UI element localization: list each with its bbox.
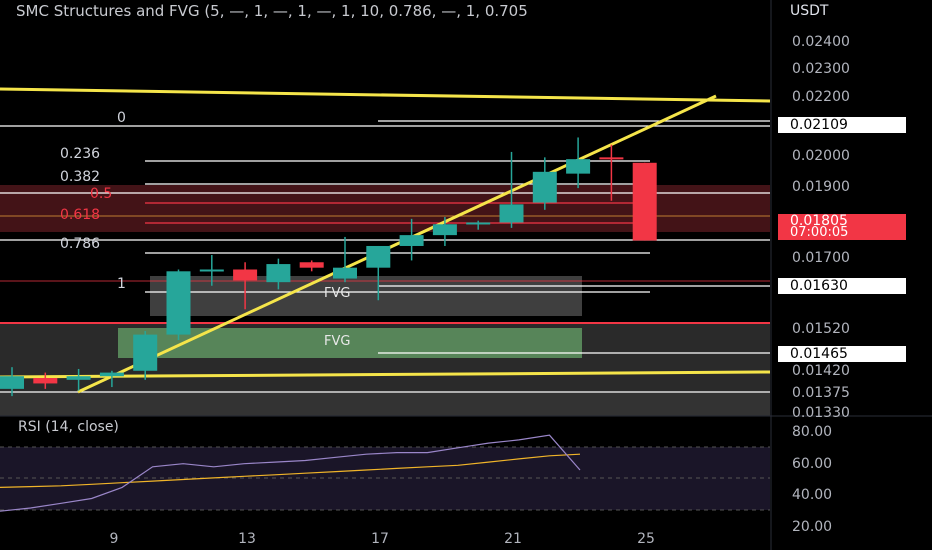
fvg-upper-label: FVG: [324, 286, 351, 301]
rsi-line: [0, 434, 581, 512]
indicator-title[interactable]: SMC Structures and FVG (5, —, 1, —, 1, —…: [16, 2, 528, 20]
bullish-candle[interactable]: [366, 245, 391, 268]
time-tick: 13: [238, 531, 256, 547]
bullish-candle[interactable]: [133, 334, 158, 371]
bullish-candle[interactable]: [432, 224, 457, 236]
bullish-candle[interactable]: [66, 376, 91, 380]
bullish-candle[interactable]: [199, 269, 224, 272]
price-tick: 0.01700: [792, 250, 850, 266]
fib-label-0786: 0.786: [60, 236, 101, 252]
order-block-top-line: [0, 322, 770, 324]
fib-lines: [0, 120, 770, 393]
bearish-candle[interactable]: [599, 157, 624, 160]
time-tick: 25: [637, 531, 655, 547]
support-box: [0, 393, 770, 415]
bearish-candle[interactable]: [233, 269, 258, 281]
trendlines: [0, 87, 771, 394]
bearish-candle[interactable]: [632, 162, 657, 241]
time-tick: 17: [371, 531, 389, 547]
level-1-price-label: 0.01630: [778, 278, 906, 294]
fvg-lower-label: FVG: [324, 334, 351, 349]
bullish-candle[interactable]: [99, 372, 124, 377]
bullish-candle[interactable]: [399, 235, 424, 246]
time-tick: 9: [109, 531, 119, 547]
price-tick: 0.02200: [792, 89, 850, 105]
fib-label-0382: 0.382: [60, 169, 101, 185]
bullish-candle[interactable]: [499, 204, 524, 223]
currency-label[interactable]: USDT: [790, 3, 829, 19]
price-tick: 0.01375: [792, 385, 850, 401]
rsi-title[interactable]: RSI (14, close): [18, 419, 119, 435]
price-tick: 0.01900: [792, 179, 850, 195]
fib-label-1: 1: [117, 276, 126, 292]
level-0-price-label: 0.02109: [778, 117, 906, 133]
bearish-candle[interactable]: [33, 378, 58, 384]
fib-label-0: 0: [117, 110, 126, 126]
current-price-label: 0.01805: [778, 214, 906, 228]
rsi-ma-line: [0, 453, 581, 488]
fib-label-05: 0.5: [90, 186, 113, 202]
fib-label-0618: 0.618: [60, 207, 101, 223]
price-tick: 0.02000: [792, 148, 850, 164]
bullish-candle[interactable]: [466, 222, 491, 225]
time-tick: 21: [504, 531, 522, 547]
rsi-tick: 60.00: [792, 456, 833, 472]
fvg-upper-zone: [150, 276, 582, 316]
bullish-candle[interactable]: [0, 376, 24, 389]
bullish-candle[interactable]: [166, 271, 191, 335]
candles: [0, 137, 657, 397]
bullish-candle[interactable]: [333, 267, 357, 279]
fib-label-0236: 0.236: [60, 146, 101, 162]
bearish-candle[interactable]: [299, 262, 324, 268]
fvg-low-price-label: 0.01465: [778, 346, 906, 362]
price-tick: 0.02400: [792, 34, 850, 50]
price-tick: 0.01330: [792, 405, 850, 421]
rsi-tick: 80.00: [792, 424, 833, 440]
countdown-label: 07:00:05: [778, 226, 906, 240]
price-tick: 0.02300: [792, 61, 850, 77]
rsi-tick: 20.00: [792, 519, 833, 535]
bullish-candle[interactable]: [566, 159, 591, 174]
bullish-candle[interactable]: [266, 264, 291, 283]
price-tick: 0.01420: [792, 363, 850, 379]
bullish-candle[interactable]: [532, 171, 557, 203]
rsi-tick: 40.00: [792, 487, 833, 503]
price-tick: 0.01520: [792, 321, 850, 337]
